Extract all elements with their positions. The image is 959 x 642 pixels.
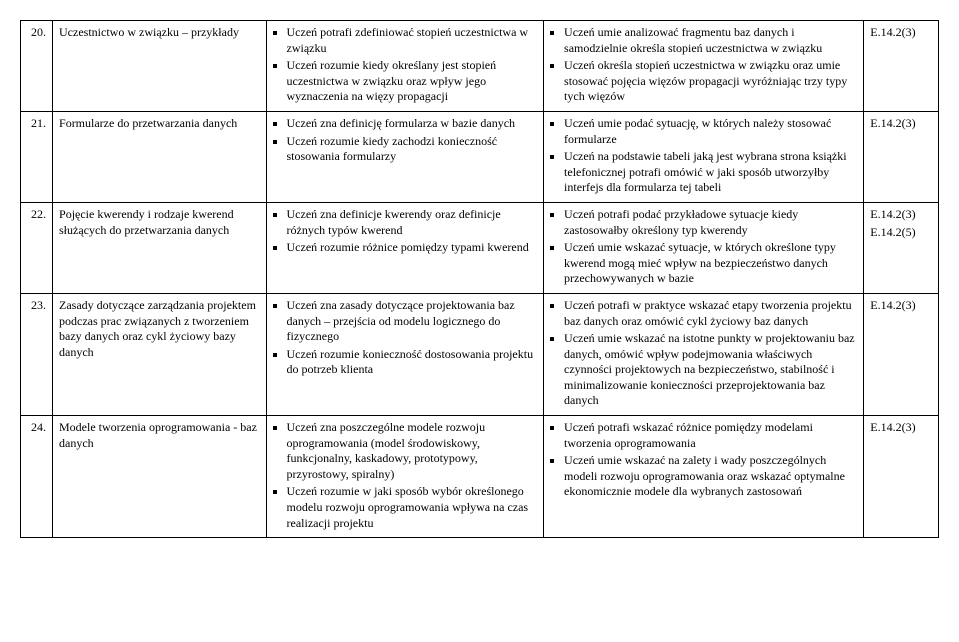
bullet-item: Uczeń na podstawie tabeli jaką jest wybr… bbox=[564, 149, 857, 196]
code-value: E.14.2(3) bbox=[870, 25, 932, 41]
bullet-item: Uczeń zna poszczególne modele rozwoju op… bbox=[287, 420, 538, 482]
row-number: 23. bbox=[21, 293, 53, 415]
bullet-item: Uczeń umie analizować fragmentu baz dany… bbox=[564, 25, 857, 56]
table-row: 22.Pojęcie kwerendy i rodzaje kwerend sł… bbox=[21, 202, 939, 293]
bullet-item: Uczeń umie podać sytuację, w których nal… bbox=[564, 116, 857, 147]
row-skills: Uczeń potrafi wskazać różnice pomiędzy m… bbox=[544, 416, 864, 538]
bullet-item: Uczeń umie wskazać sytuacje, w których o… bbox=[564, 240, 857, 287]
row-knowledge: Uczeń zna definicje kwerendy oraz defini… bbox=[266, 202, 544, 293]
code-value: E.14.2(3) bbox=[870, 420, 932, 436]
row-skills: Uczeń umie podać sytuację, w których nal… bbox=[544, 111, 864, 202]
bullet-item: Uczeń zna definicje kwerendy oraz defini… bbox=[287, 207, 538, 238]
row-number: 22. bbox=[21, 202, 53, 293]
row-topic: Zasady dotyczące zarządzania projektem p… bbox=[53, 293, 266, 415]
bullet-item: Uczeń rozumie konieczność dostosowania p… bbox=[287, 347, 538, 378]
bullet-item: Uczeń rozumie w jaki sposób wybór określ… bbox=[287, 484, 538, 531]
bullet-item: Uczeń potrafi podać przykładowe sytuacje… bbox=[564, 207, 857, 238]
row-codes: E.14.2(3) E.14.2(5) bbox=[864, 202, 939, 293]
table-row: 20.Uczestnictwo w związku – przykłady Ucz… bbox=[21, 21, 939, 112]
bullet-item: Uczeń umie wskazać na zalety i wady posz… bbox=[564, 453, 857, 500]
bullet-item: Uczeń rozumie różnice pomiędzy typami kw… bbox=[287, 240, 538, 256]
bullet-list: Uczeń umie podać sytuację, w których nal… bbox=[550, 116, 857, 196]
row-number: 24. bbox=[21, 416, 53, 538]
row-knowledge: Uczeń zna poszczególne modele rozwoju op… bbox=[266, 416, 544, 538]
row-topic: Modele tworzenia oprogramowania - baz da… bbox=[53, 416, 266, 538]
curriculum-table: 20.Uczestnictwo w związku – przykłady Ucz… bbox=[20, 20, 939, 538]
code-value: E.14.2(3) bbox=[870, 207, 932, 223]
bullet-list: Uczeń potrafi zdefiniować stopień uczest… bbox=[273, 25, 538, 105]
code-value: E.14.2(5) bbox=[870, 225, 932, 241]
row-skills: Uczeń umie analizować fragmentu baz dany… bbox=[544, 21, 864, 112]
bullet-item: Uczeń zna definicję formularza w bazie d… bbox=[287, 116, 538, 132]
row-codes: E.14.2(3) bbox=[864, 293, 939, 415]
row-skills: Uczeń potrafi podać przykładowe sytuacje… bbox=[544, 202, 864, 293]
bullet-item: Uczeń rozumie kiedy określany jest stopi… bbox=[287, 58, 538, 105]
table-row: 24.Modele tworzenia oprogramowania - baz… bbox=[21, 416, 939, 538]
bullet-list: Uczeń potrafi wskazać różnice pomiędzy m… bbox=[550, 420, 857, 500]
bullet-item: Uczeń rozumie kiedy zachodzi konieczność… bbox=[287, 134, 538, 165]
bullet-list: Uczeń zna zasady dotyczące projektowania… bbox=[273, 298, 538, 378]
row-number: 21. bbox=[21, 111, 53, 202]
bullet-list: Uczeń zna definicję formularza w bazie d… bbox=[273, 116, 538, 165]
row-topic: Pojęcie kwerendy i rodzaje kwerend służą… bbox=[53, 202, 266, 293]
row-topic: Formularze do przetwarzania danych bbox=[53, 111, 266, 202]
code-value: E.14.2(3) bbox=[870, 298, 932, 314]
bullet-list: Uczeń zna definicje kwerendy oraz defini… bbox=[273, 207, 538, 256]
row-number: 20. bbox=[21, 21, 53, 112]
row-skills: Uczeń potrafi w praktyce wskazać etapy t… bbox=[544, 293, 864, 415]
bullet-item: Uczeń potrafi zdefiniować stopień uczest… bbox=[287, 25, 538, 56]
code-value: E.14.2(3) bbox=[870, 116, 932, 132]
row-codes: E.14.2(3) bbox=[864, 111, 939, 202]
bullet-item: Uczeń umie wskazać na istotne punkty w p… bbox=[564, 331, 857, 409]
bullet-list: Uczeń umie analizować fragmentu baz dany… bbox=[550, 25, 857, 105]
bullet-item: Uczeń potrafi wskazać różnice pomiędzy m… bbox=[564, 420, 857, 451]
table-row: 23.Zasady dotyczące zarządzania projekte… bbox=[21, 293, 939, 415]
bullet-item: Uczeń określa stopień uczestnictwa w zwi… bbox=[564, 58, 857, 105]
bullet-item: Uczeń potrafi w praktyce wskazać etapy t… bbox=[564, 298, 857, 329]
bullet-list: Uczeń potrafi podać przykładowe sytuacje… bbox=[550, 207, 857, 287]
table-row: 21.Formularze do przetwarzania danych Ucz… bbox=[21, 111, 939, 202]
row-codes: E.14.2(3) bbox=[864, 416, 939, 538]
row-codes: E.14.2(3) bbox=[864, 21, 939, 112]
row-knowledge: Uczeń zna definicję formularza w bazie d… bbox=[266, 111, 544, 202]
row-knowledge: Uczeń potrafi zdefiniować stopień uczest… bbox=[266, 21, 544, 112]
row-knowledge: Uczeń zna zasady dotyczące projektowania… bbox=[266, 293, 544, 415]
row-topic: Uczestnictwo w związku – przykłady bbox=[53, 21, 266, 112]
bullet-item: Uczeń zna zasady dotyczące projektowania… bbox=[287, 298, 538, 345]
bullet-list: Uczeń zna poszczególne modele rozwoju op… bbox=[273, 420, 538, 531]
bullet-list: Uczeń potrafi w praktyce wskazać etapy t… bbox=[550, 298, 857, 409]
